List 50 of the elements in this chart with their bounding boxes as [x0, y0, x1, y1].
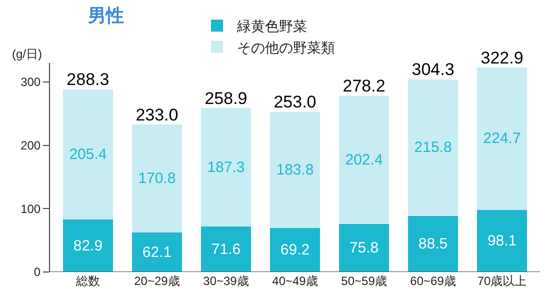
- bar: [201, 226, 251, 272]
- data-label: 62.1: [142, 244, 172, 261]
- data-label: 75.8: [349, 239, 379, 256]
- data-label: 170.8: [138, 170, 176, 188]
- x-tick-label: 20~29歳: [134, 274, 180, 288]
- legend-label: その他の野菜類: [237, 39, 335, 56]
- data-label: 187.3: [207, 158, 245, 176]
- data-label: 205.4: [69, 146, 107, 163]
- total-label: 304.3: [412, 60, 454, 80]
- x-tick-label: 60~69歳: [410, 274, 456, 288]
- data-label: 98.1: [487, 232, 517, 250]
- bar: [132, 124, 182, 233]
- bar: [270, 228, 320, 272]
- x-tick-label: 40~49歳: [272, 274, 318, 288]
- bar: [63, 220, 113, 272]
- total-label: 278.2: [342, 76, 386, 96]
- bar: [63, 89, 113, 220]
- data-label: 202.4: [345, 151, 383, 168]
- data-label: 183.8: [276, 161, 314, 178]
- y-tick-label: 100: [20, 202, 41, 216]
- data-label: 69.2: [280, 242, 310, 259]
- x-tick-label: 70歳以上: [477, 274, 527, 288]
- data-label: 224.7: [483, 130, 521, 148]
- total-label: 253.0: [274, 92, 316, 112]
- y-tick-label: 300: [20, 75, 41, 90]
- data-label: 88.5: [418, 235, 448, 252]
- total-label: 233.0: [136, 105, 178, 124]
- total-label: 258.9: [204, 88, 248, 108]
- data-label: 82.9: [73, 237, 103, 254]
- bar: [201, 108, 251, 227]
- x-tick-label: 30~39歳: [203, 274, 249, 288]
- bar: [132, 232, 182, 272]
- bar: [339, 96, 389, 224]
- bar: [477, 68, 527, 210]
- bar: [408, 216, 458, 272]
- x-tick-label: 50~59歳: [341, 274, 387, 288]
- total-label: 322.9: [480, 48, 524, 68]
- legend-label: 緑黄色野菜: [236, 18, 307, 34]
- y-axis-title: (g/日): [12, 47, 42, 61]
- data-label: 215.8: [414, 139, 452, 156]
- bar: [339, 224, 389, 272]
- bar: [477, 210, 527, 272]
- bar: [270, 112, 320, 228]
- chart-title: 男性: [87, 6, 124, 26]
- data-label: 71.6: [211, 240, 241, 258]
- x-tick-label: 総数: [74, 274, 100, 288]
- y-tick-label: 200: [20, 138, 41, 153]
- bar: [408, 79, 458, 216]
- total-label: 288.3: [66, 70, 110, 90]
- y-tick-label: 0: [34, 265, 41, 280]
